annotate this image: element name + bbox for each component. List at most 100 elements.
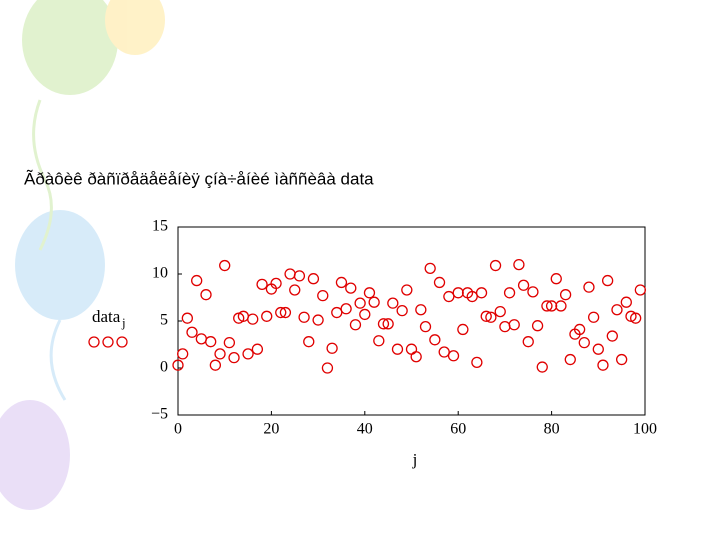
data-point xyxy=(228,352,240,364)
data-point xyxy=(317,289,329,302)
data-point xyxy=(200,289,212,301)
y-axis-label: data xyxy=(92,307,121,326)
data-point xyxy=(368,296,380,308)
data-point xyxy=(303,336,315,348)
data-point xyxy=(550,273,562,285)
data-point xyxy=(275,306,287,319)
data-point xyxy=(536,361,548,373)
data-point xyxy=(391,343,404,355)
data-point xyxy=(527,286,539,298)
data-point xyxy=(191,274,203,287)
data-point xyxy=(601,274,614,287)
data-point xyxy=(503,287,516,299)
data-point xyxy=(223,336,236,349)
data-point xyxy=(545,300,558,312)
x-tick-label: 80 xyxy=(544,421,560,438)
y-tick-label: 5 xyxy=(160,312,168,329)
data-point xyxy=(181,312,193,324)
data-point xyxy=(475,287,488,299)
data-point xyxy=(630,312,642,324)
data-point xyxy=(373,335,385,347)
x-axis-label: j xyxy=(412,450,418,469)
data-point xyxy=(293,270,306,282)
data-point xyxy=(387,297,399,309)
data-point xyxy=(517,279,530,291)
data-point xyxy=(489,259,502,272)
balloon-decoration xyxy=(0,0,165,510)
data-point xyxy=(606,330,618,342)
data-point xyxy=(177,348,189,360)
x-tick-label: 40 xyxy=(357,421,373,438)
data-point xyxy=(405,343,418,355)
chart-title: Ãðàôèê ðàñïðåäåëåíèÿ çíà÷åíèé ìàññèâà da… xyxy=(24,169,374,188)
data-point xyxy=(251,343,264,355)
x-tick-label: 100 xyxy=(633,421,657,438)
data-point xyxy=(359,308,371,321)
data-point xyxy=(354,297,366,309)
data-point xyxy=(312,314,324,326)
data-point xyxy=(587,311,600,323)
data-point xyxy=(256,278,268,290)
data-point xyxy=(457,323,469,336)
data-point xyxy=(429,334,441,346)
data-point xyxy=(452,287,464,299)
data-point xyxy=(634,284,646,296)
data-point xyxy=(485,311,497,323)
data-point xyxy=(209,359,222,371)
data-point xyxy=(410,351,422,363)
data-point xyxy=(349,319,362,331)
legend-sample xyxy=(88,336,128,348)
data-point xyxy=(559,289,572,301)
data-point xyxy=(289,284,301,296)
data-point xyxy=(270,277,282,290)
data-point xyxy=(321,362,334,374)
x-tick-label: 60 xyxy=(450,421,466,438)
data-point xyxy=(382,318,394,330)
data-point xyxy=(335,276,348,289)
data-point xyxy=(480,310,492,322)
data-point xyxy=(419,320,432,333)
y-tick-label: 0 xyxy=(160,359,168,376)
data-point xyxy=(471,356,483,369)
data-point xyxy=(415,304,427,316)
data-point xyxy=(186,326,198,338)
data-point xyxy=(377,318,390,330)
data-point xyxy=(401,284,413,296)
y-axis-label-subscript: j xyxy=(121,315,126,330)
data-point xyxy=(466,290,478,303)
data-point xyxy=(555,300,567,312)
data-point xyxy=(396,305,408,317)
data-point xyxy=(592,343,604,355)
data-point xyxy=(541,300,553,312)
data-point xyxy=(494,305,506,318)
data-point xyxy=(573,323,586,336)
data-point xyxy=(597,359,609,371)
data-point xyxy=(172,359,184,371)
data-point xyxy=(447,350,460,362)
data-point xyxy=(583,281,595,293)
data-point xyxy=(331,306,343,319)
data-point xyxy=(326,342,338,354)
x-tick-label: 20 xyxy=(263,421,279,438)
data-point xyxy=(564,353,576,366)
data-point xyxy=(284,268,296,280)
data-point xyxy=(499,320,511,333)
data-point xyxy=(340,303,352,315)
data-point xyxy=(279,306,292,319)
data-point xyxy=(345,282,357,294)
data-point xyxy=(620,296,632,308)
data-point xyxy=(443,290,455,303)
data-point xyxy=(438,346,450,358)
data-point xyxy=(242,348,254,360)
data-point xyxy=(433,276,446,289)
data-point xyxy=(247,313,259,325)
data-point xyxy=(424,262,436,275)
data-point xyxy=(298,311,310,323)
data-point xyxy=(219,259,231,272)
data-point xyxy=(513,258,525,271)
data-point xyxy=(363,287,376,299)
data-point xyxy=(531,320,544,332)
data-point xyxy=(307,273,320,285)
